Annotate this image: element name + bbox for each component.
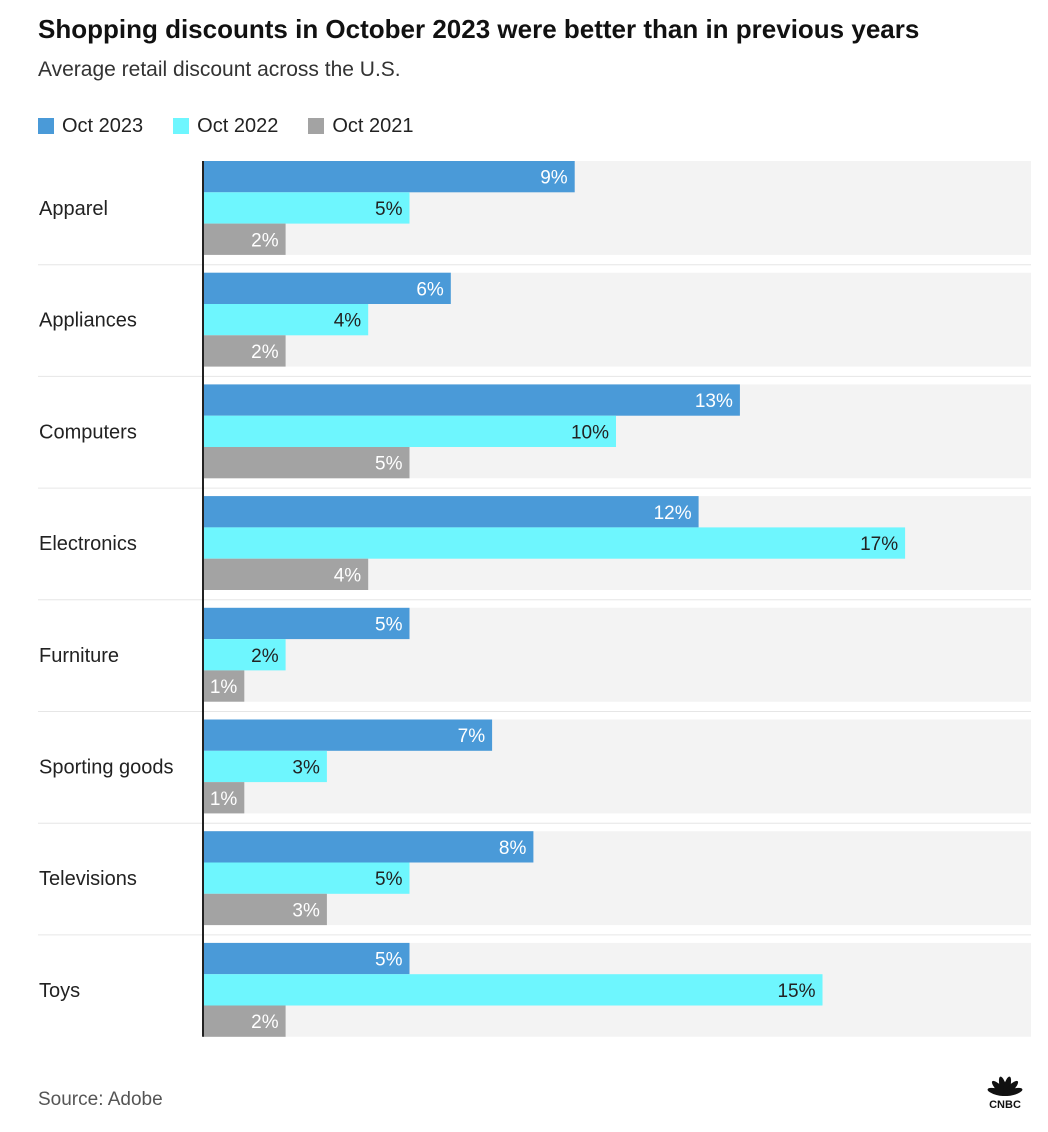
legend-swatch-oct-2021 [308, 118, 325, 134]
category-label-apparel: Apparel [39, 198, 108, 220]
data-label-oct-2021-televisions: 3% [292, 900, 320, 921]
category-label-sporting-goods: Sporting goods [39, 756, 174, 778]
data-label-oct-2023-electronics: 12% [654, 503, 692, 524]
data-label-oct-2023-computers: 13% [695, 391, 733, 412]
bar-oct-2023-computers [203, 384, 740, 416]
bar-oct-2023-toys [203, 942, 410, 975]
bar-oct-2021-toys [203, 1005, 286, 1037]
category-label-toys: Toys [39, 980, 80, 1002]
legend-item-oct-2022: Oct 2022 [173, 115, 278, 138]
category-label-computers: Computers [39, 421, 137, 443]
bar-oct-2022-furniture [203, 639, 286, 671]
bar-oct-2022-televisions [203, 862, 410, 894]
data-label-oct-2021-sporting-goods: 1% [210, 789, 238, 810]
legend-swatch-oct-2022 [173, 118, 190, 134]
bar-oct-2023-apparel [203, 161, 575, 193]
data-label-oct-2022-toys: 15% [777, 981, 815, 1002]
legend-item-oct-2023: Oct 2023 [38, 115, 143, 138]
category-label-furniture: Furniture [39, 645, 119, 667]
legend-label-oct-2021: Oct 2021 [332, 114, 414, 137]
bar-oct-2022-apparel [203, 192, 410, 224]
bar-oct-2022-appliances [203, 304, 369, 336]
bar-oct-2023-electronics [203, 496, 699, 528]
logo-wordmark: CNBC [989, 1099, 1021, 1110]
source-note: Source: Adobe [38, 1089, 163, 1110]
data-label-oct-2022-appliances: 4% [334, 311, 362, 332]
data-label-oct-2022-apparel: 5% [375, 199, 403, 220]
bar-oct-2021-computers [203, 447, 410, 479]
bar-oct-2023-televisions [203, 831, 534, 863]
data-label-oct-2023-toys: 5% [375, 950, 403, 971]
category-label-televisions: Televisions [39, 868, 137, 890]
data-label-oct-2023-sporting-goods: 7% [458, 726, 486, 747]
legend-label-oct-2022: Oct 2022 [197, 114, 279, 137]
category-label-electronics: Electronics [39, 533, 137, 555]
bar-oct-2021-apparel [203, 223, 286, 255]
bar-chart: Apparel 9% 5% 2% Appliances 6% 4% 2% Computers 13… [38, 161, 1031, 1037]
bar-oct-2022-toys [203, 974, 823, 1006]
data-label-oct-2021-appliances: 2% [251, 342, 279, 363]
legend-label-oct-2023: Oct 2023 [62, 114, 144, 137]
bar-oct-2023-appliances [203, 272, 451, 304]
bar-oct-2022-computers [203, 415, 616, 447]
bar-oct-2022-sporting-goods [203, 750, 327, 783]
data-label-oct-2021-apparel: 2% [251, 230, 279, 251]
chart-subtitle: Average retail discount across the U.S. [38, 58, 401, 81]
data-label-oct-2022-electronics: 17% [860, 534, 898, 555]
legend-item-oct-2021: Oct 2021 [308, 114, 414, 138]
bar-oct-2023-sporting-goods [203, 719, 493, 751]
data-label-oct-2021-toys: 2% [251, 1012, 279, 1033]
cnbc-peacock-logo: CNBC [987, 1076, 1023, 1110]
data-label-oct-2023-apparel: 9% [540, 168, 568, 189]
data-label-oct-2022-televisions: 5% [375, 869, 403, 890]
data-label-oct-2021-electronics: 4% [334, 565, 362, 586]
data-label-oct-2021-furniture: 1% [210, 677, 238, 698]
bar-oct-2023-furniture [203, 607, 410, 640]
data-label-oct-2022-sporting-goods: 3% [292, 757, 320, 778]
legend: Oct 2023 Oct 2022 Oct 2021 [38, 113, 414, 139]
bar-oct-2021-televisions [203, 893, 327, 926]
peacock-icon [987, 1076, 1023, 1096]
bar-oct-2021-electronics [203, 558, 369, 590]
data-label-oct-2022-computers: 10% [571, 422, 609, 443]
bar-oct-2021-sporting-goods [203, 782, 245, 814]
bar-oct-2021-appliances [203, 335, 286, 367]
category-label-appliances: Appliances [39, 310, 137, 332]
data-label-oct-2022-furniture: 2% [251, 646, 279, 667]
data-label-oct-2023-appliances: 6% [416, 279, 444, 300]
bar-oct-2021-furniture [203, 670, 245, 702]
bar-oct-2022-electronics [203, 527, 906, 559]
data-label-oct-2023-furniture: 5% [375, 614, 403, 635]
data-label-oct-2023-televisions: 8% [499, 838, 527, 859]
chart-title: Shopping discounts in October 2023 were … [38, 14, 920, 44]
legend-swatch-oct-2023 [38, 118, 54, 134]
data-label-oct-2021-computers: 5% [375, 454, 403, 475]
